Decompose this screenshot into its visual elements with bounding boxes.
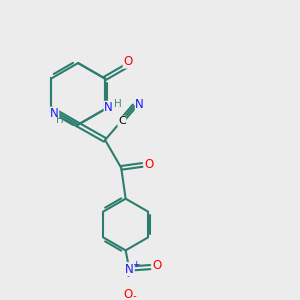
Text: N: N — [125, 262, 134, 276]
Text: +: + — [132, 260, 140, 269]
Text: C: C — [118, 116, 126, 126]
Text: O: O — [123, 289, 132, 300]
Text: N: N — [50, 107, 59, 120]
Text: N: N — [104, 101, 113, 114]
Text: -: - — [132, 291, 136, 300]
Text: H: H — [114, 99, 122, 109]
Text: H: H — [56, 116, 64, 125]
Text: O: O — [123, 55, 133, 68]
Text: O: O — [152, 259, 161, 272]
Text: N: N — [135, 98, 144, 111]
Text: O: O — [144, 158, 154, 171]
